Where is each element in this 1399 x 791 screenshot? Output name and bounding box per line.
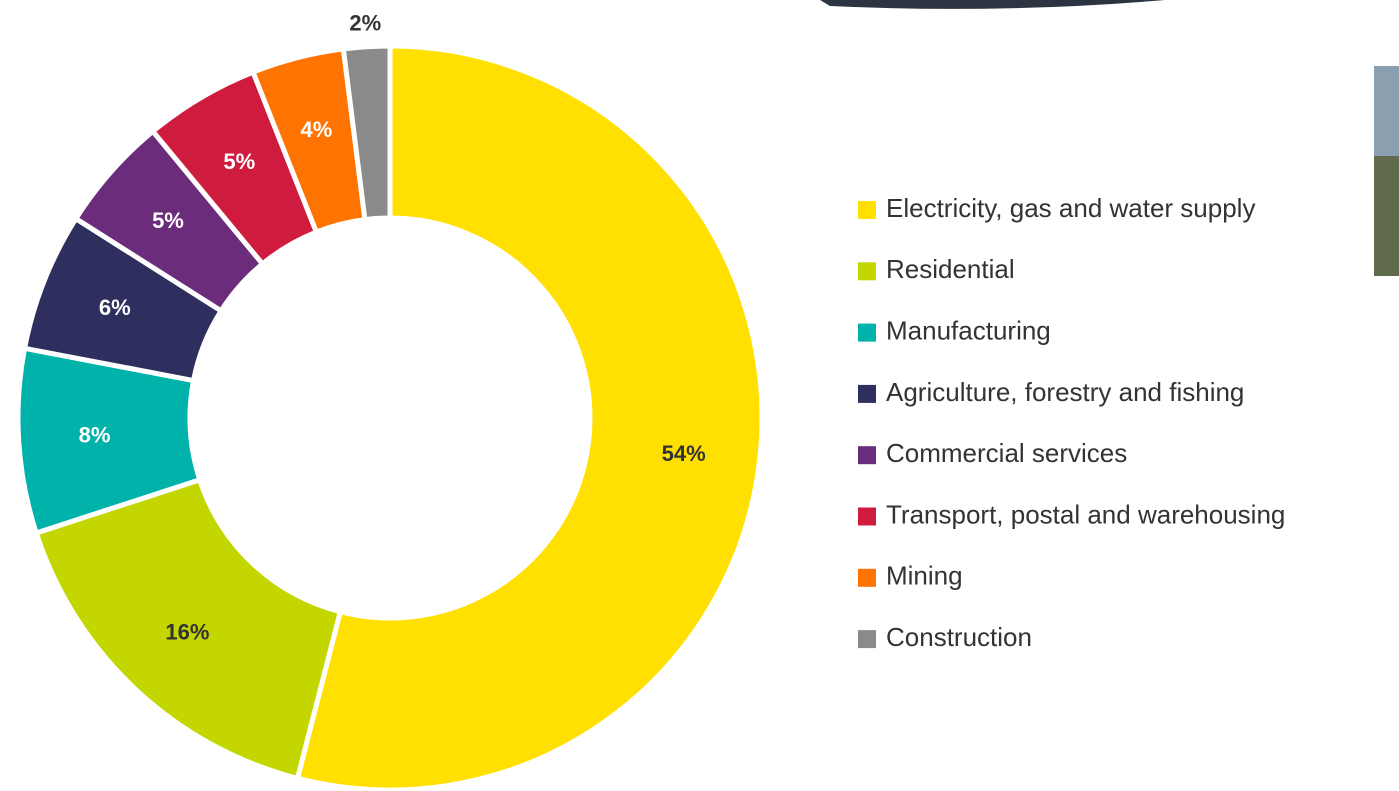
value-label: 16% bbox=[165, 620, 209, 645]
legend-label: Construction bbox=[886, 622, 1032, 652]
legend-swatch bbox=[858, 323, 876, 342]
value-label: 2% bbox=[349, 11, 381, 36]
legend-swatch bbox=[858, 262, 876, 281]
legend-label: Electricity, gas and water supply bbox=[886, 193, 1255, 223]
donut-slice bbox=[294, 43, 765, 791]
legend-label: Mining bbox=[886, 561, 963, 591]
decorative-photo bbox=[1374, 66, 1399, 156]
value-label: 8% bbox=[79, 422, 111, 447]
legend-label: Manufacturing bbox=[886, 315, 1051, 345]
donut-slice bbox=[340, 43, 393, 223]
value-label: 4% bbox=[300, 117, 332, 142]
legend-label: Agriculture, forestry and fishing bbox=[886, 377, 1244, 407]
decorative-photo bbox=[820, 0, 1165, 9]
legend-swatch bbox=[858, 446, 876, 465]
donut-slice bbox=[33, 476, 344, 782]
value-label: 54% bbox=[662, 441, 706, 466]
legend-label: Residential bbox=[886, 254, 1015, 284]
value-label: 6% bbox=[99, 295, 131, 320]
value-label: 5% bbox=[223, 149, 255, 174]
legend-swatch bbox=[858, 630, 876, 649]
value-label: 5% bbox=[152, 208, 184, 233]
legend-swatch bbox=[858, 507, 876, 526]
legend-swatch bbox=[858, 568, 876, 587]
legend-label: Transport, postal and warehousing bbox=[886, 499, 1285, 529]
legend-swatch bbox=[858, 384, 876, 403]
legend-label: Commercial services bbox=[886, 438, 1127, 468]
legend-swatch bbox=[858, 201, 876, 219]
